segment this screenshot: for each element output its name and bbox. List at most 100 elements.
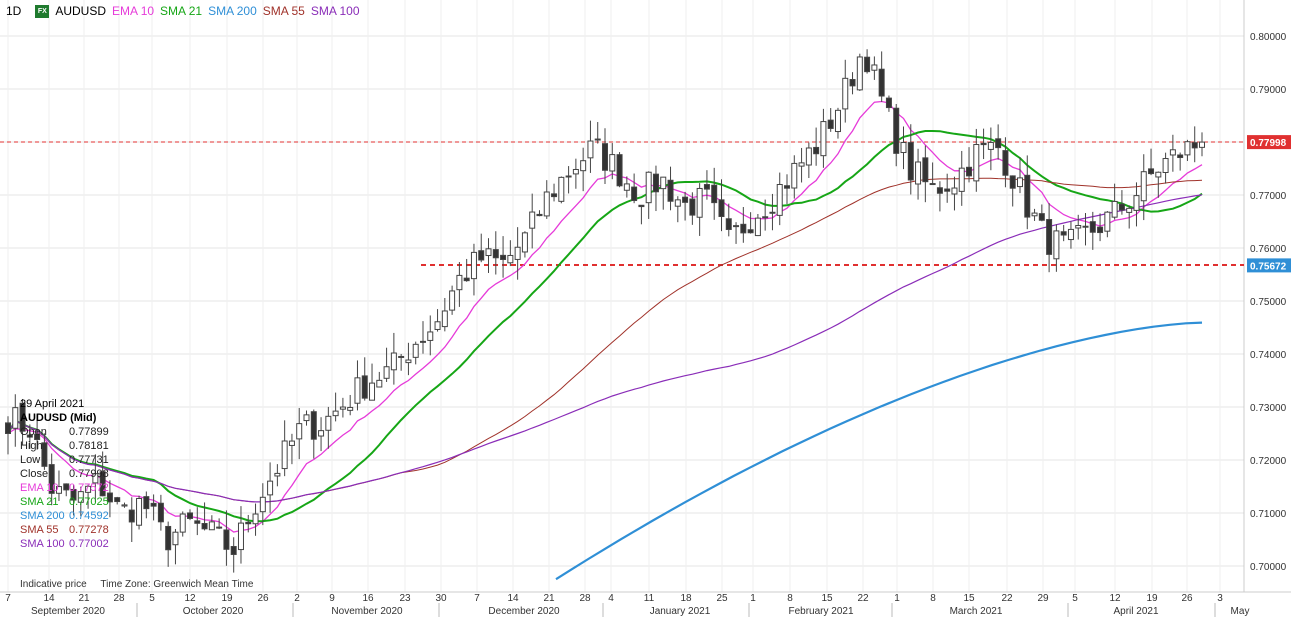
info-key: High [20,440,43,452]
price-label-text: 0.77998 [1250,138,1287,149]
candle-up [332,410,339,417]
candle-down [1148,168,1155,175]
indicative-price-label: Indicative price [20,579,87,590]
info-key: SMA 21 [20,496,59,508]
info-row-sma-200: SMA 200 0.74592 [20,509,109,523]
candle-up [412,343,419,358]
indicator-sma-200[interactable]: SMA 200 [208,4,257,18]
footer-note: Indicative price Time Zone: Greenwich Me… [20,579,253,590]
candle-down [1060,231,1067,236]
candle-down [652,173,659,193]
x-day-label: 7 [474,593,480,604]
indicator-ema-10[interactable]: EMA 10 [112,4,155,18]
candle-up [325,415,332,431]
candle-down [5,422,11,434]
candle-up [376,379,383,388]
sma21-line [7,130,1203,523]
candle-down [980,142,987,146]
x-day-label: 14 [43,593,55,604]
x-day-label: 19 [1146,593,1158,604]
candle-up [121,504,128,507]
candle-down [165,525,172,551]
candle-down [602,143,608,171]
candle-up [696,187,703,218]
info-key: EMA 10 [20,482,59,494]
y-tick-label: 0.77000 [1250,191,1287,202]
info-value: 0.77998 [69,468,109,480]
indicator-sma-55[interactable]: SMA 55 [262,4,305,18]
candle-down [1191,142,1198,149]
x-day-label: 18 [680,593,692,604]
candle-up [136,497,143,526]
candle-down [1177,154,1184,159]
candle-down [1009,175,1016,189]
x-day-label: 2 [294,593,300,604]
info-key: SMA 100 [20,538,65,550]
info-row-close: Close 0.77998 [20,467,109,481]
info-key: Low [20,454,41,466]
info-value: 0.77899 [69,426,109,438]
candle-down [849,79,856,87]
candle-down [703,184,710,190]
candle-down [616,154,623,187]
x-day-label: 8 [930,593,936,604]
candle-up [405,359,412,364]
info-row-open: Open 0.77899 [20,425,109,439]
candle-down [966,166,973,177]
candle-up [623,183,630,191]
candle-down [995,138,1002,149]
candle-down [689,198,696,216]
candle-up [558,176,565,202]
indicator-sma-100[interactable]: SMA 100 [310,4,360,18]
x-day-label: 21 [543,593,555,604]
candle-down [1118,203,1125,211]
candle-up [259,496,266,513]
candle-down [864,56,871,73]
candle-up [529,211,536,229]
x-day-label: 30 [435,593,447,604]
x-day-label: 5 [1072,593,1078,604]
candle-down [230,546,237,555]
symbol-label[interactable]: AUDUSD [55,4,107,18]
candle-up [172,531,179,546]
timeframe-label[interactable]: 1D [6,4,22,18]
candle-up [1126,207,1133,213]
candle-up [92,473,99,484]
candle-up [318,430,325,437]
candle-up [674,199,681,207]
candle-down [936,187,943,194]
info-value: 0.77002 [69,538,109,550]
candle-up [449,290,456,311]
candle-up [1199,141,1205,148]
info-value: 0.78181 [69,440,109,452]
candle-up [951,187,958,195]
candle-up [900,142,907,154]
candle-up [987,141,994,150]
candle-up [383,366,390,379]
candle-down [150,502,157,507]
indicator-sma-21[interactable]: SMA 21 [160,4,203,18]
y-tick-label: 0.70000 [1250,562,1287,573]
candle-down [718,199,725,217]
x-day-label: 4 [608,593,614,604]
x-day-label: 8 [787,593,793,604]
x-day-label: 11 [644,593,655,604]
candle-down [26,434,33,438]
candle-up [521,232,528,253]
candle-up [296,423,303,440]
x-day-label: 1 [894,593,900,604]
info-value: 0.77278 [69,524,109,536]
candle-up [12,407,19,429]
price-label-box [1247,135,1291,150]
candle-down [944,188,951,192]
candle-down [114,497,121,503]
candle-up [1184,141,1191,156]
candle-up [288,440,295,446]
y-tick-label: 0.72000 [1250,456,1287,467]
x-month-label: January 2021 [650,606,711,617]
candle-down [878,68,885,97]
candle-up [587,140,594,159]
candle-up [834,109,841,133]
candle-up [580,160,587,172]
